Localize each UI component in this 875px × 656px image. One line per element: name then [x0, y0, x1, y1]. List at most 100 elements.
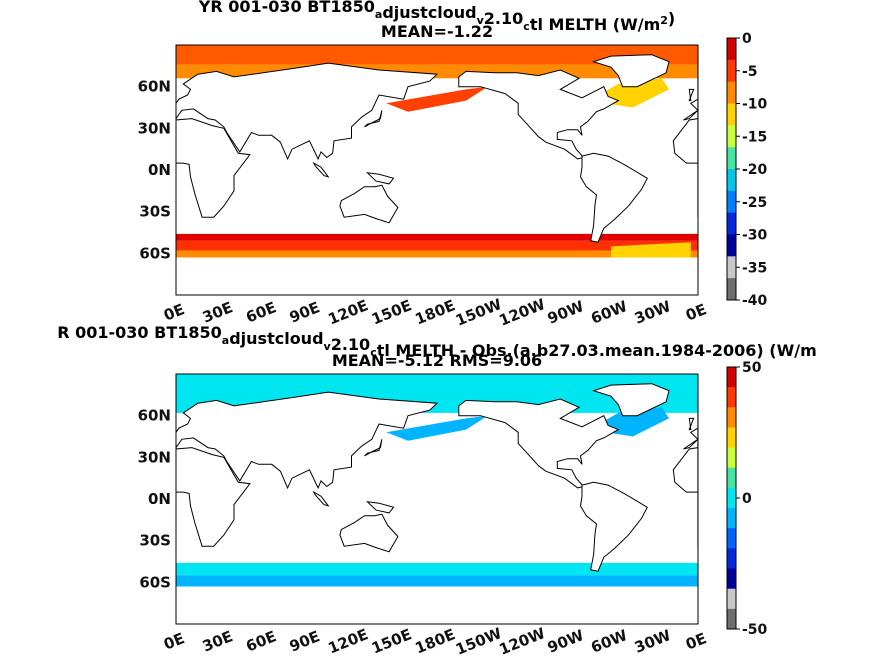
map-panel-1: YR 001-030 BT1850adjustcloudv2.10ctl MEL…	[138, 0, 768, 330]
map-frame	[175, 44, 699, 296]
lon-tick-label: 150E	[369, 296, 414, 328]
lon-tick-label: 0E	[683, 629, 709, 653]
landmass	[175, 447, 251, 547]
landmass	[688, 417, 695, 431]
colorbar-swatch	[727, 407, 736, 428]
lon-tick-label: 180E	[412, 296, 457, 328]
lon-tick-label: 60W	[588, 297, 630, 328]
lon-tick-label: 90E	[287, 298, 323, 326]
landmass	[688, 88, 695, 102]
landmass	[175, 62, 439, 161]
title-segment: YR 001-030 BT1850	[198, 0, 375, 16]
colorbar-tick-label: -5	[742, 64, 758, 80]
colorbar-swatch	[727, 548, 736, 569]
colorbar-tick-label: -25	[742, 195, 767, 211]
landmass	[579, 152, 648, 243]
title-segment: 2.10	[331, 335, 370, 354]
lon-tick-label: 120E	[325, 296, 370, 328]
southern-ocean-band	[176, 250, 698, 258]
lon-tick-label: 60E	[243, 627, 279, 655]
colorbar-swatch	[727, 59, 736, 83]
coastlines	[175, 383, 699, 572]
colorbar-tick-label: -10	[742, 97, 768, 113]
landmass	[365, 172, 395, 185]
colorbar-swatch	[727, 528, 736, 549]
southern-ocean-band	[176, 233, 698, 241]
colorbar-swatch	[727, 212, 736, 235]
colorbar: 0 -5 -10 -15 -20 -25 -30 -35 -40	[726, 31, 768, 309]
colorbar-swatch	[727, 487, 736, 509]
lat-tick-label: 60N	[138, 78, 171, 96]
colorbar-swatch	[727, 467, 736, 489]
colorbar-tick-label: -15	[742, 129, 767, 145]
colorbar-tick-label: -50	[742, 622, 768, 638]
title-segment: R 001-030 BT1850	[57, 323, 222, 342]
lon-tick-label: 90W	[545, 626, 587, 656]
lon-tick-label: 30E	[200, 627, 236, 655]
lon-tick-label: 30W	[632, 297, 674, 328]
colorbar-tick-label: -30	[742, 228, 768, 244]
colorbar-swatch	[727, 147, 736, 170]
colorbar-tick-label: 0	[742, 491, 752, 507]
lon-tick-label: 150W	[453, 624, 505, 656]
colorbar: 50 0 -50	[726, 360, 768, 638]
title-segment: )	[668, 9, 675, 28]
lon-tick-label: 90W	[545, 297, 587, 328]
title-subscript: a	[222, 334, 229, 347]
colorbar-swatch	[727, 608, 736, 630]
map-subtitle: MEAN=-5.12 RMS=9.06	[332, 351, 542, 370]
lat-tick-label: 30S	[139, 532, 171, 550]
title-segment: tl MELTH (W/m	[530, 15, 660, 34]
title-segment: djustcloud	[229, 329, 323, 348]
colorbar-swatch	[727, 38, 736, 61]
colorbar-tick-label: 50	[742, 360, 762, 376]
lon-tick-label: 90E	[287, 627, 323, 655]
title-segment: djustcloud	[382, 3, 476, 22]
lat-tick-label: 60N	[138, 407, 171, 425]
lon-tick-label: 180E	[412, 625, 457, 656]
colorbar-swatch	[727, 190, 736, 214]
southern-ocean-band	[176, 575, 698, 587]
lon-tick-label: 120E	[325, 625, 370, 656]
colorbar-swatch	[727, 447, 736, 469]
lon-tick-label: 120W	[497, 295, 549, 330]
arctic-band	[176, 45, 698, 65]
landmass	[364, 110, 383, 128]
map-title: YR 001-030 BT1850adjustcloudv2.10ctl MEL…	[198, 0, 675, 34]
colorbar-tick-label: -35	[742, 260, 767, 276]
map-title: R 001-030 BT1850adjustcloudv2.10ctl MELT…	[57, 323, 817, 360]
lat-tick-label: 30N	[138, 448, 171, 466]
lon-tick-label: 0E	[161, 629, 187, 653]
title-subscript: c	[370, 346, 377, 359]
southern-ocean-band	[176, 562, 698, 576]
landmass	[312, 490, 330, 507]
colorbar-swatch	[727, 387, 736, 408]
coastlines	[175, 54, 699, 243]
colorbar-tick-label: 0	[742, 31, 752, 47]
colorbar-swatch	[727, 234, 736, 257]
map-panel-2: R 001-030 BT1850adjustcloudv2.10ctl MELT…	[57, 323, 817, 656]
title-segment: tl MELTH - Obs.(a.b27.03.mean.1984-2006)…	[377, 341, 817, 360]
title-subscript: a	[375, 8, 382, 21]
colorbar-swatch	[727, 367, 736, 388]
colorbar-swatch	[727, 278, 736, 301]
north-pacific-band	[386, 415, 488, 441]
landmass	[175, 391, 439, 490]
map-subtitle: MEAN=-1.22	[381, 22, 493, 41]
weddell-patch	[611, 242, 691, 258]
lon-tick-label: 60E	[243, 298, 279, 326]
title-subscript: v	[477, 14, 485, 27]
lat-tick-label: 0N	[148, 490, 171, 508]
colorbar-swatch	[727, 508, 736, 529]
colorbar-swatch	[727, 588, 736, 610]
landmass	[339, 513, 399, 553]
landmass	[312, 161, 330, 178]
landmass	[591, 54, 670, 88]
title-superscript: 2	[660, 14, 668, 27]
lat-tick-label: 30S	[139, 203, 171, 221]
lon-tick-label: 0E	[683, 300, 709, 324]
colorbar-swatch	[727, 427, 736, 449]
colorbar-swatch	[727, 81, 736, 104]
colorbar-swatch	[727, 103, 736, 126]
